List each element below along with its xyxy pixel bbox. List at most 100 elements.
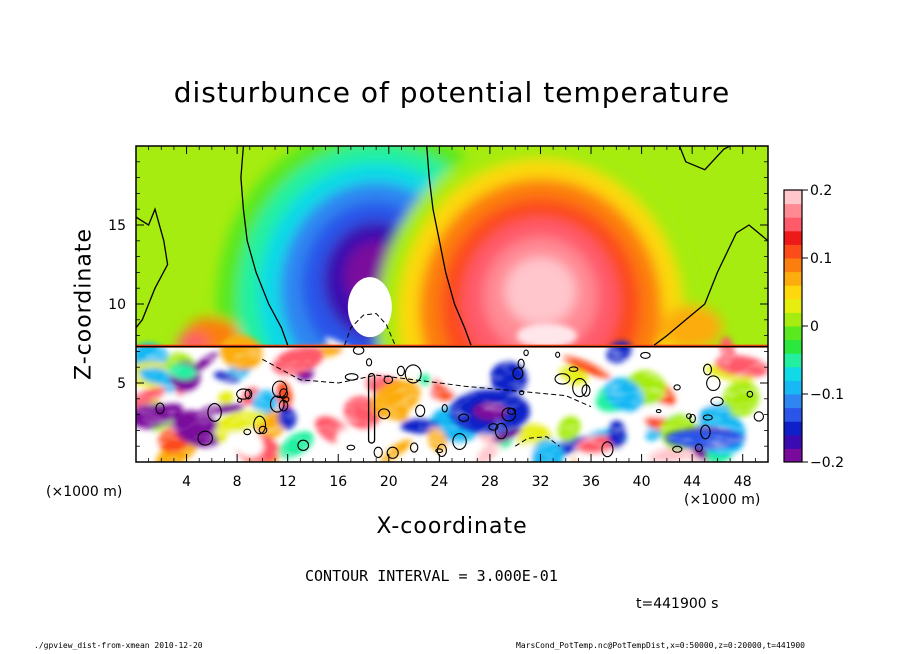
boundary-contour-loop: [383, 375, 394, 385]
y-tick-label: 15: [108, 218, 126, 234]
x-axis-unit-right: (×1000 m): [684, 492, 761, 508]
colorbar-tick-label: −0.1: [810, 387, 844, 403]
colorbar-tick-label: 0.2: [810, 183, 832, 199]
colorbar-swatch: [784, 326, 802, 341]
boundary-contour-loop: [365, 358, 373, 367]
vertical-contour: [367, 372, 376, 444]
boundary-contour-loop: [700, 424, 711, 440]
colorbar-swatch: [784, 312, 802, 327]
boundary-contour-loop: [197, 430, 213, 446]
boundary-contour-loop: [702, 414, 713, 421]
colorbar-swatch: [784, 285, 802, 300]
x-tick-label: 24: [430, 474, 448, 490]
boundary-contour-loop: [386, 446, 399, 459]
boundary-contour-loop: [155, 402, 165, 415]
x-tick-label: 4: [182, 474, 191, 490]
boundary-contour-loop: [269, 395, 285, 413]
colorbar-swatch: [784, 353, 802, 368]
chart-title: disturbunce of potential temperature: [173, 76, 731, 109]
boundary-contour-loop: [344, 373, 359, 381]
boundary-contour-loop: [258, 425, 268, 435]
boundary-contour-loop: [415, 404, 426, 418]
boundary-contour-loop: [377, 408, 391, 420]
boundary-contour-loop: [655, 409, 662, 414]
colorbar-swatch: [784, 380, 802, 395]
boundary-contour-loop: [686, 413, 692, 419]
boundary-contour-loop: [555, 351, 561, 358]
x-axis-label: X-coordinate: [376, 514, 528, 539]
x-tick-label: 44: [683, 474, 701, 490]
colorbar-swatch: [784, 230, 802, 245]
boundary-contour-loop: [346, 444, 356, 451]
boundary-contour-loop: [568, 366, 579, 372]
boundary-contour-loop: [640, 351, 651, 359]
boundary-contour-loop: [517, 358, 525, 369]
footer-command: ./gpview_dist-from-xmean 2010-12-20: [34, 641, 203, 650]
x-tick-label: 28: [481, 474, 499, 490]
x-tick-label: 48: [734, 474, 752, 490]
colorbar: 0.2 0.1 0 −0.1 −0.2: [783, 183, 844, 471]
boundary-contour-loop: [409, 442, 419, 453]
boundary-contour-loop: [501, 407, 517, 422]
footer-source: MarsCond_PotTemp.nc@PotTempDist,x=0:5000…: [516, 641, 805, 650]
plot-area: [136, 146, 768, 462]
boundary-contour-loop: [452, 433, 467, 450]
boundary-contour-loop: [436, 443, 447, 458]
boundary-contour-loop: [746, 390, 754, 398]
x-tick-label: 8: [233, 474, 242, 490]
colorbar-tick-label: 0: [810, 319, 819, 335]
boundary-contour-loop: [753, 411, 765, 422]
boundary-contour-loop: [396, 365, 406, 377]
boundary-contour-loop: [435, 448, 444, 454]
boundary-contour-loop: [703, 363, 713, 376]
colorbar-swatch: [784, 421, 802, 436]
boundary-contour-loop: [512, 367, 524, 380]
x-tick-label: 40: [633, 474, 651, 490]
x-tick-label: 16: [329, 474, 347, 490]
zero-contour: [653, 224, 768, 346]
colorbar-swatch: [784, 217, 802, 232]
boundary-layer-field: [136, 334, 768, 462]
colorbar-swatch: [784, 271, 802, 286]
y-tick-label: 5: [117, 376, 126, 392]
colorbar-swatch: [784, 298, 802, 313]
colorbar-swatch: [784, 258, 802, 273]
colorbar-swatch: [784, 339, 802, 354]
boundary-contour-loop: [282, 396, 290, 403]
boundary-contour-loop: [494, 422, 508, 440]
boundary-contour-loop: [554, 373, 571, 385]
boundary-contour-loop: [207, 402, 222, 422]
warm-patch: [662, 305, 723, 350]
contour-lines: [136, 146, 768, 346]
colorbar-swatch: [784, 244, 802, 259]
zero-contour: [136, 207, 169, 329]
x-tick-label: 36: [582, 474, 600, 490]
zero-contour: [678, 146, 731, 171]
boundary-contour-loop: [236, 388, 251, 400]
time-label: t=441900 s: [636, 596, 719, 612]
boundary-contour-loop: [488, 423, 499, 431]
negative-contours: [262, 312, 592, 447]
negative-contour: [344, 312, 396, 346]
boundary-contour-loop: [441, 404, 448, 413]
boundary-contour-loop: [253, 415, 267, 435]
boundary-contour-loop: [601, 441, 614, 458]
x-tick-label: 12: [279, 474, 297, 490]
boundary-contour-loop: [672, 445, 683, 453]
boundary-contour-loop: [523, 349, 529, 357]
colorbar-swatch: [784, 190, 802, 205]
boundary-contour-loop: [458, 413, 470, 422]
colorbar-tick-label: −0.2: [810, 455, 844, 471]
boundary-contour-loop: [572, 378, 588, 398]
negative-contour: [514, 436, 560, 447]
boundary-contour-loop: [243, 428, 252, 436]
x-tick-label: 32: [532, 474, 550, 490]
zero-contour: [426, 146, 472, 346]
boundary-contours: [155, 346, 765, 459]
boundary-contour-loop: [404, 364, 422, 384]
positive-core-saturated: [516, 323, 577, 348]
boundary-contour-loop: [706, 375, 721, 392]
colorbar-swatch: [784, 366, 802, 381]
